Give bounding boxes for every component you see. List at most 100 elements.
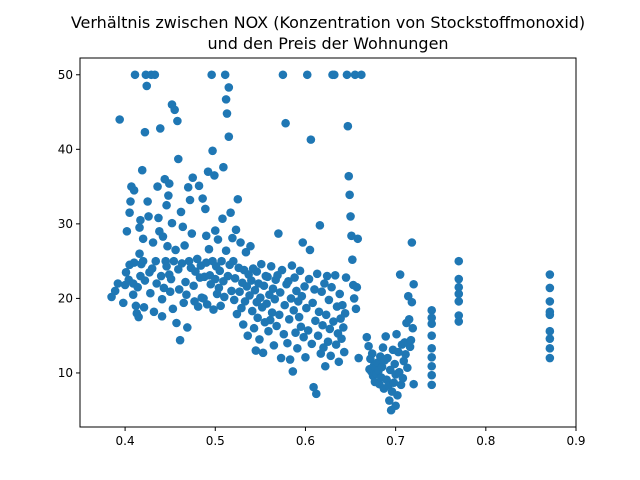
data-point	[267, 308, 277, 317]
data-point	[223, 271, 233, 281]
data-point	[138, 256, 148, 266]
data-point	[168, 304, 178, 314]
data-point	[393, 391, 402, 400]
data-point	[187, 229, 197, 238]
plot-frame	[79, 57, 577, 428]
data-point	[454, 274, 464, 284]
data-point	[339, 323, 348, 332]
data-point	[301, 353, 310, 362]
data-point	[268, 284, 278, 294]
data-point	[247, 276, 256, 285]
data-point	[229, 295, 239, 305]
data-point	[334, 357, 344, 367]
data-point	[310, 285, 319, 294]
data-point	[179, 298, 189, 308]
data-point	[408, 323, 418, 333]
data-point	[150, 70, 160, 80]
data-point	[164, 179, 174, 188]
data-point	[320, 279, 329, 288]
data-point	[427, 313, 437, 323]
data-point	[185, 195, 195, 205]
data-point	[126, 197, 135, 206]
data-point	[125, 208, 134, 217]
data-point	[265, 315, 275, 325]
data-point	[323, 337, 333, 346]
data-point	[173, 116, 182, 126]
data-point	[152, 279, 161, 288]
data-point	[398, 373, 408, 383]
data-point	[318, 320, 327, 330]
data-point	[295, 266, 305, 276]
data-point	[163, 241, 172, 251]
data-point	[381, 332, 391, 341]
data-point	[427, 344, 437, 353]
data-point	[326, 351, 336, 361]
data-point	[545, 283, 555, 293]
data-point	[339, 347, 349, 357]
data-point	[207, 70, 216, 80]
data-point	[327, 282, 336, 292]
data-point	[151, 256, 161, 266]
data-point	[299, 332, 308, 342]
data-point	[296, 322, 306, 332]
x-tick-label: 0.5	[206, 434, 225, 448]
data-point	[406, 335, 416, 345]
data-point	[427, 370, 437, 380]
data-point	[202, 300, 212, 309]
data-point	[147, 264, 157, 273]
data-point	[165, 287, 175, 297]
data-point	[191, 267, 200, 276]
data-point	[243, 331, 253, 340]
data-point	[427, 319, 437, 329]
data-point	[118, 298, 128, 308]
data-point	[427, 380, 437, 390]
data-point	[306, 135, 316, 144]
data-point	[170, 105, 179, 115]
data-point	[308, 298, 317, 308]
data-point	[287, 261, 297, 270]
data-point	[259, 281, 269, 291]
data-point	[357, 70, 366, 80]
data-point	[350, 70, 360, 80]
data-point	[392, 329, 401, 339]
data-point	[128, 290, 138, 299]
data-point	[142, 81, 152, 91]
data-point	[143, 197, 152, 206]
data-point	[311, 316, 320, 326]
data-point	[338, 300, 347, 310]
data-point	[354, 353, 363, 363]
data-point	[302, 303, 311, 313]
data-point	[405, 342, 415, 352]
data-point	[348, 255, 357, 264]
data-point	[364, 341, 373, 351]
data-point	[210, 274, 220, 284]
data-point	[403, 363, 412, 373]
data-point	[396, 380, 406, 390]
data-point	[377, 362, 387, 372]
data-point	[367, 349, 377, 358]
data-point	[399, 356, 409, 366]
data-point	[221, 246, 231, 255]
data-point	[391, 401, 400, 411]
data-point	[224, 132, 234, 141]
data-point	[335, 289, 345, 299]
data-point	[274, 229, 283, 238]
data-point	[545, 344, 555, 353]
data-point	[290, 273, 299, 282]
data-point	[140, 127, 150, 137]
data-point	[258, 348, 268, 358]
data-point	[121, 268, 131, 277]
data-point	[184, 256, 194, 266]
data-point	[175, 335, 185, 345]
data-point	[319, 343, 328, 352]
y-tick-label: 20	[58, 291, 73, 305]
data-point	[284, 314, 294, 324]
data-point	[343, 121, 353, 131]
data-point	[172, 318, 181, 328]
data-point	[224, 83, 234, 92]
data-point	[216, 301, 225, 311]
chart-title-line-2: und den Preis der Wohnungen	[207, 34, 448, 53]
data-point	[229, 256, 238, 266]
data-point	[148, 238, 158, 247]
data-point	[164, 191, 173, 200]
